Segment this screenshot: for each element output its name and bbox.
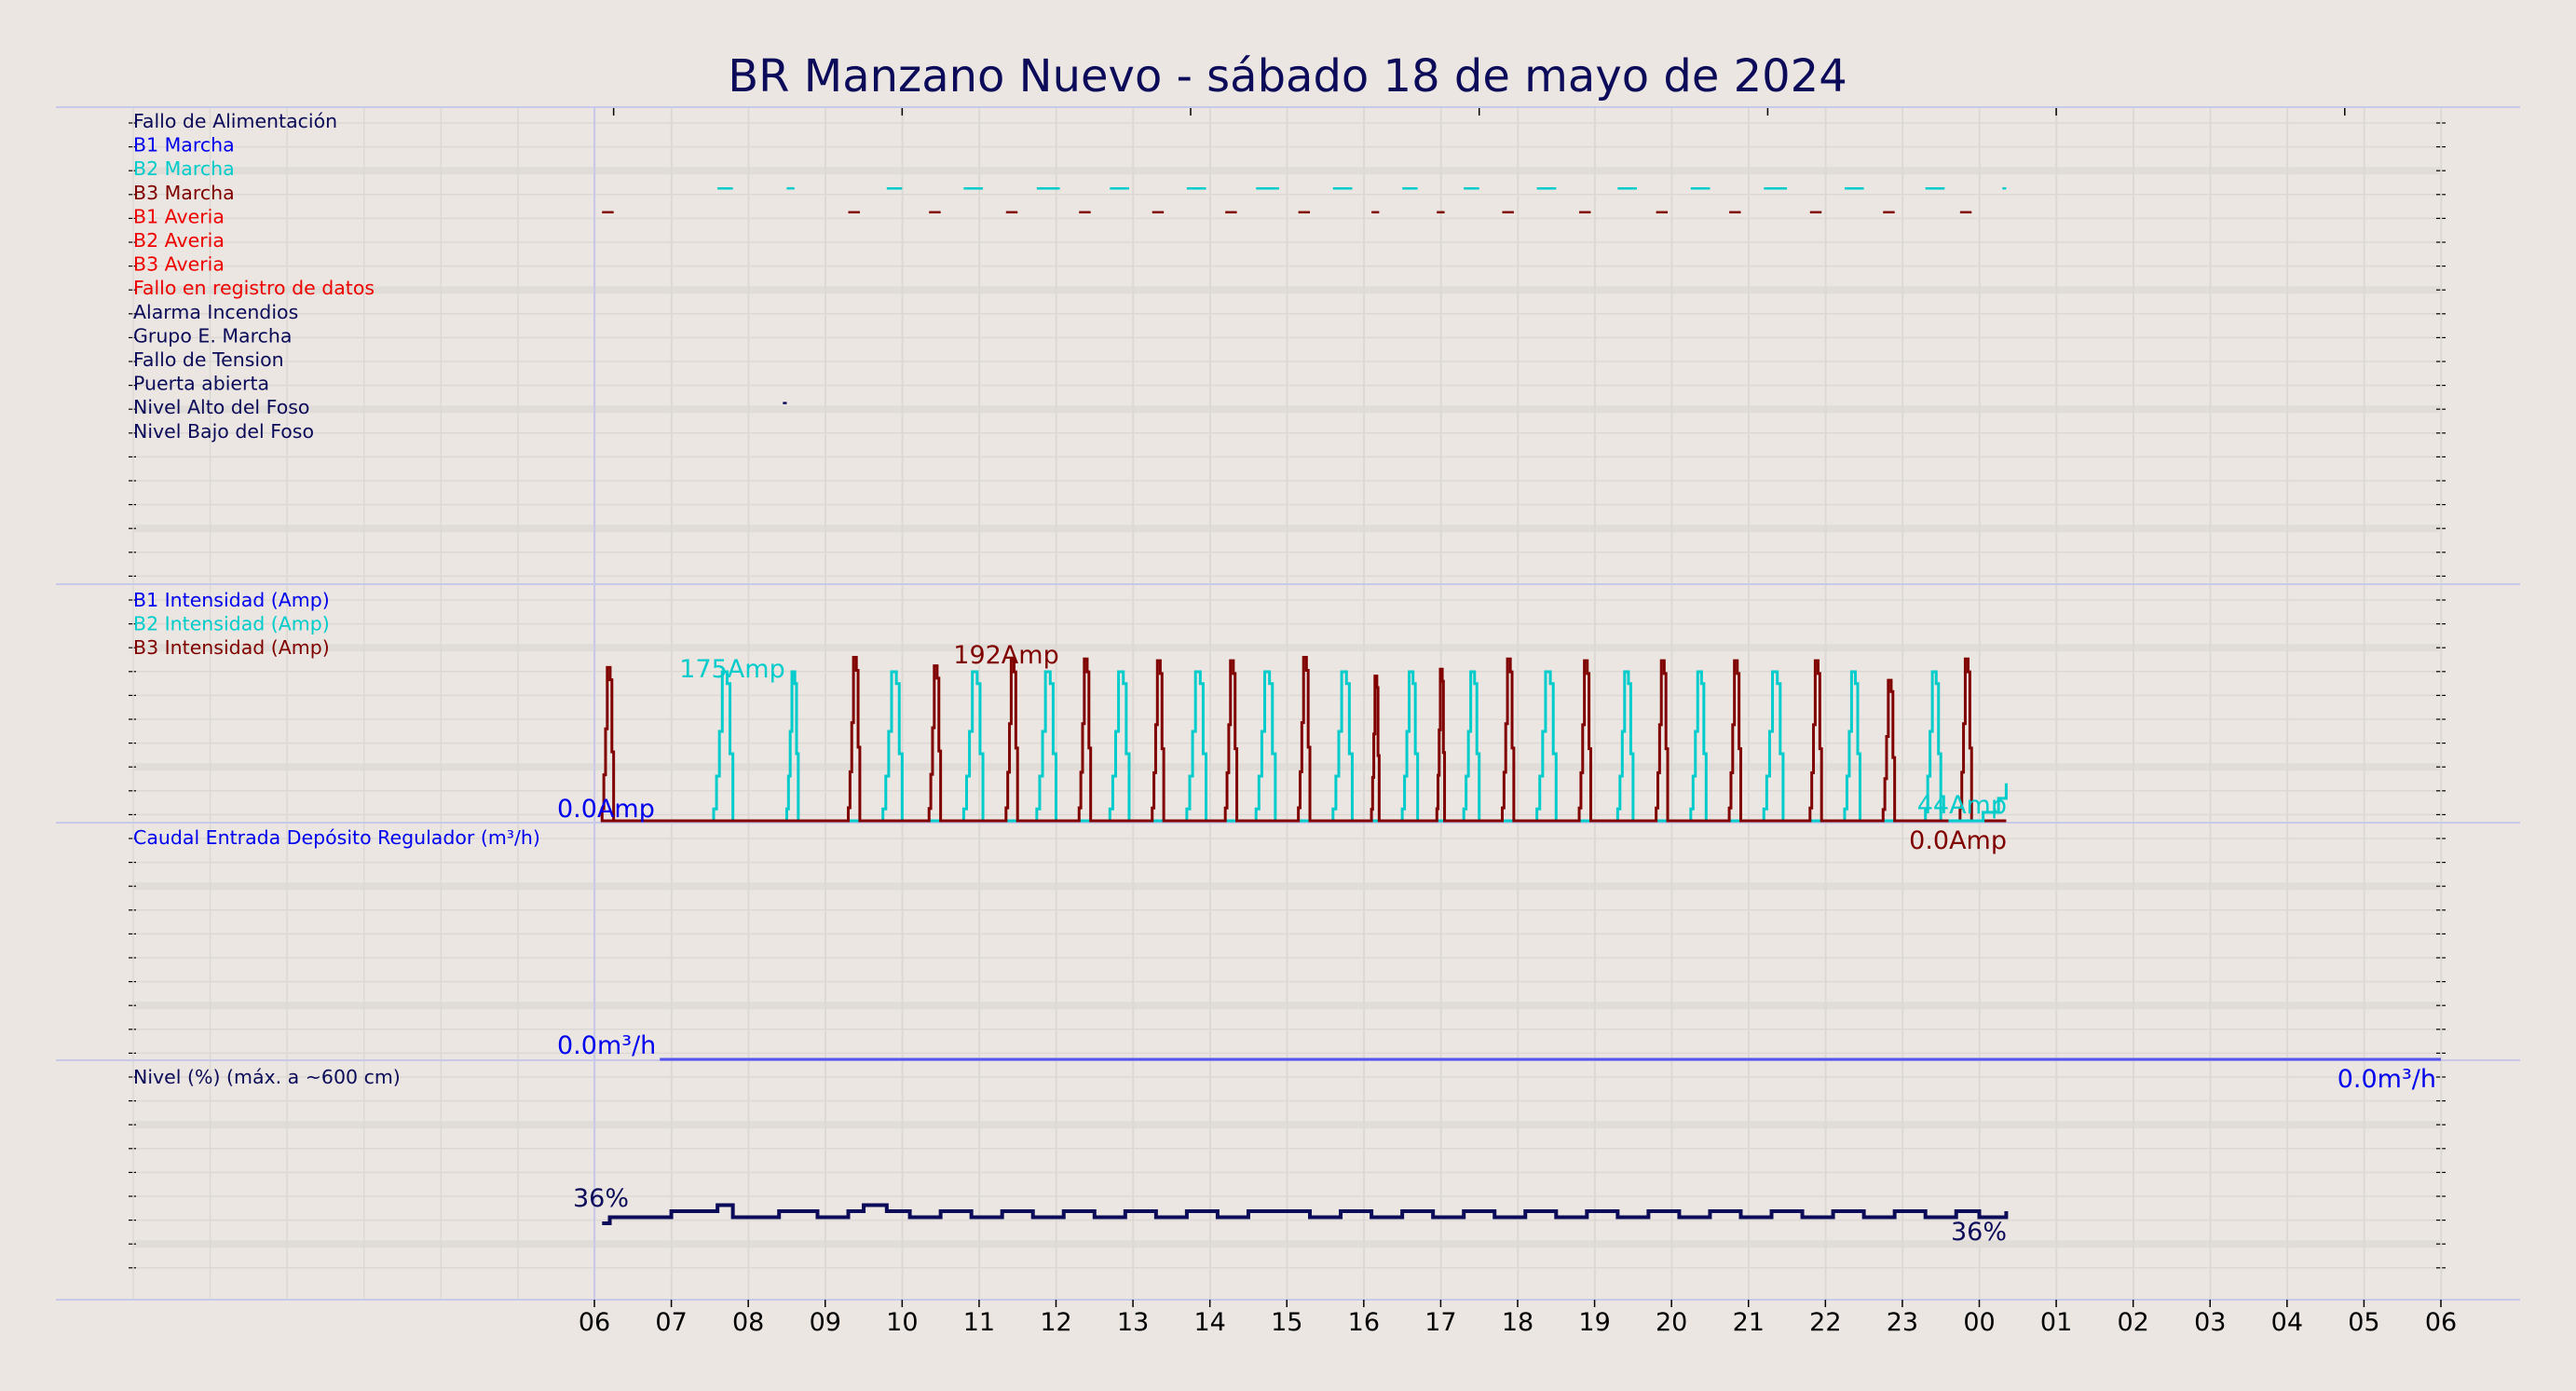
current-b2-last-label: 44Amp bbox=[1917, 791, 2007, 820]
level-panel: Nivel (%) (máx. a ~600 cm) 36% 36% bbox=[133, 1066, 2009, 1247]
x-tick-label: 16 bbox=[1348, 1308, 1380, 1337]
x-tick-label: 00 bbox=[1963, 1308, 1995, 1337]
current-series-line bbox=[600, 655, 2007, 823]
flow-start-label: 0.0m³/h bbox=[557, 1031, 656, 1060]
x-tick-label: 23 bbox=[1887, 1308, 1918, 1337]
x-tick-label: 19 bbox=[1578, 1308, 1610, 1337]
x-tick-label: 04 bbox=[2271, 1308, 2303, 1337]
x-axis: 06 07 08 09 10 11 12 13 14 15 16 17 18 19 20 21 22 23 00 01… bbox=[56, 1299, 2520, 1337]
x-tick-label: 20 bbox=[1656, 1308, 1687, 1337]
current-b3-last-label: 0.0Amp bbox=[1909, 826, 2007, 855]
current-legend-entry: B2 Intensidad (Amp) bbox=[133, 613, 330, 635]
x-tick-label: 05 bbox=[2348, 1308, 2379, 1337]
x-tick-label: 11 bbox=[963, 1308, 995, 1337]
x-tick-label: 03 bbox=[2194, 1308, 2226, 1337]
event-row-label: B3 Marcha bbox=[133, 182, 235, 204]
current-series-line bbox=[660, 670, 2007, 823]
current-series-tail bbox=[1948, 783, 2008, 823]
x-tick-label: 06 bbox=[579, 1308, 610, 1337]
x-tick-label: 22 bbox=[1809, 1308, 1841, 1337]
level-series-line bbox=[602, 1203, 2009, 1225]
flow-panel: Caudal Entrada Depósito Regulador (m³/h)… bbox=[133, 826, 2441, 1094]
current-b2-max-label: 175Amp bbox=[679, 655, 784, 684]
level-end-label: 36% bbox=[1951, 1218, 2007, 1247]
x-tick-label: 02 bbox=[2117, 1308, 2148, 1337]
event-row-label: Fallo en registro de datos bbox=[133, 277, 375, 299]
current-legend-entry: B1 Intensidad (Amp) bbox=[133, 589, 330, 611]
x-tick-label: 07 bbox=[655, 1308, 687, 1337]
x-tick-label: 10 bbox=[886, 1308, 918, 1337]
chart-title: BR Manzano Nuevo - sábado 18 de mayo de … bbox=[728, 50, 1847, 102]
event-row-label: B1 Marcha bbox=[133, 134, 235, 157]
grid-layer bbox=[56, 106, 2520, 1301]
event-row-label: Fallo de Tension bbox=[133, 348, 284, 371]
current-start-label: 0.0Amp bbox=[557, 795, 655, 824]
event-row-label: B2 Marcha bbox=[133, 157, 235, 180]
current-legend-entry: B3 Intensidad (Amp) bbox=[133, 636, 330, 659]
x-tick-label: 15 bbox=[1271, 1308, 1302, 1337]
x-tick-label: 08 bbox=[732, 1308, 764, 1337]
x-tick-label: 01 bbox=[2040, 1308, 2072, 1337]
x-tick-label: 13 bbox=[1117, 1308, 1149, 1337]
event-row-label: Nivel Bajo del Foso bbox=[133, 420, 314, 443]
level-start-label: 36% bbox=[573, 1184, 629, 1213]
event-row-label: B1 Averia bbox=[133, 205, 225, 227]
event-row-label: Alarma Incendios bbox=[133, 301, 298, 323]
flow-legend-entry: Caudal Entrada Depósito Regulador (m³/h) bbox=[133, 826, 540, 849]
current-panel: B1 Intensidad (Amp)B2 Intensidad (Amp)B3… bbox=[133, 589, 2008, 855]
event-row-label: Puerta abierta bbox=[133, 373, 269, 395]
event-row-label: B3 Averia bbox=[133, 253, 225, 276]
x-tick-label: 21 bbox=[1733, 1308, 1765, 1337]
current-b3-max-label: 192Amp bbox=[953, 641, 1058, 670]
x-tick-label: 17 bbox=[1424, 1308, 1456, 1337]
event-row-label: Grupo E. Marcha bbox=[133, 324, 292, 347]
flow-end-label: 0.0m³/h bbox=[2337, 1065, 2436, 1094]
level-legend-entry: Nivel (%) (máx. a ~600 cm) bbox=[133, 1066, 401, 1088]
x-tick-label: 18 bbox=[1502, 1308, 1533, 1337]
x-tick-label: 14 bbox=[1193, 1308, 1225, 1337]
x-tick-label: 09 bbox=[810, 1308, 841, 1337]
event-row-label: Nivel Alto del Foso bbox=[133, 396, 309, 418]
x-tick-label: 12 bbox=[1040, 1308, 1071, 1337]
event-row-label: B2 Averia bbox=[133, 229, 225, 252]
x-tick-label: 06 bbox=[2425, 1308, 2457, 1337]
event-row-label: Fallo de Alimentación bbox=[133, 110, 337, 132]
